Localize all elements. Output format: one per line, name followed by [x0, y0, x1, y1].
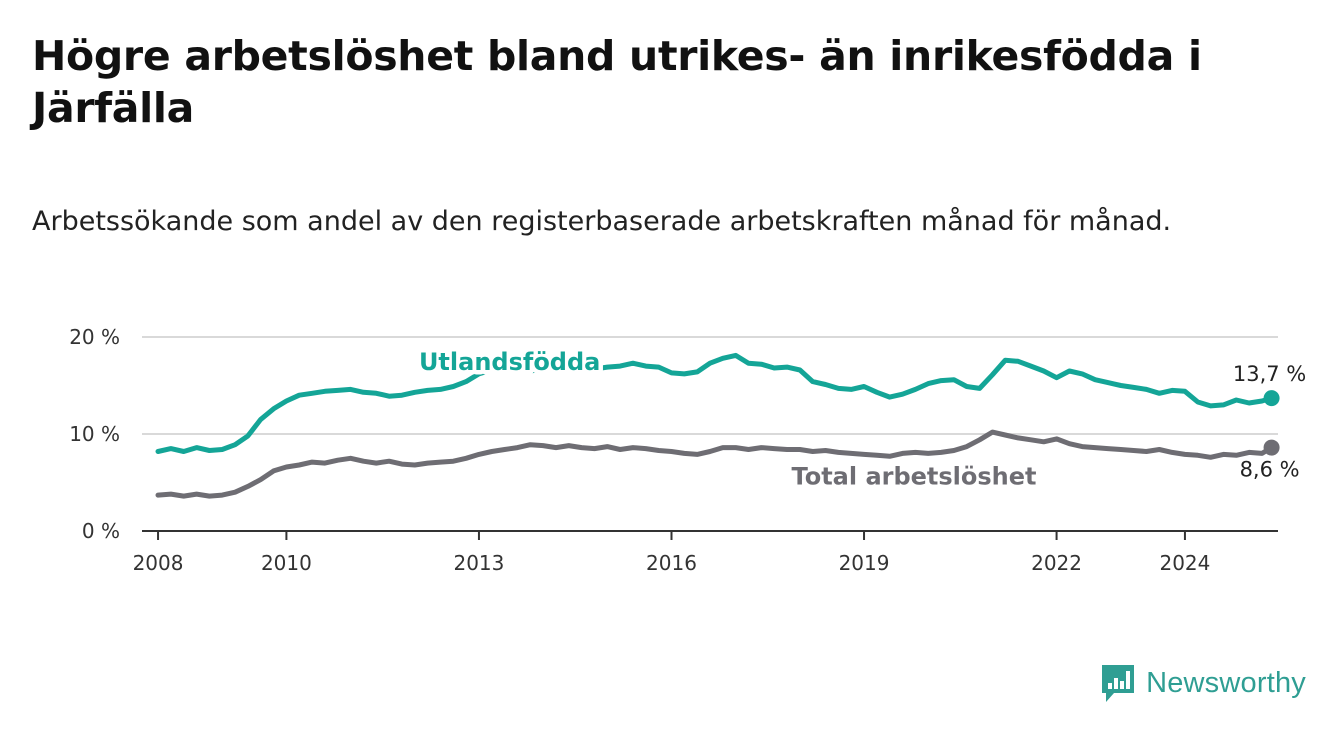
- x-tick-label: 2010: [261, 551, 312, 575]
- x-tick-label: 2024: [1159, 551, 1210, 575]
- series-line-total: [155, 429, 1275, 499]
- x-tick-label: 2022: [1031, 551, 1082, 575]
- label-layer: 13,7 %8,6 %UtlandsföddaUtlandsföddaTotal…: [414, 343, 1306, 495]
- x-tick-label: 2019: [839, 551, 890, 575]
- series-label-halo: Utlandsfödda: [419, 348, 600, 376]
- end-point-foreign-born: [1263, 390, 1280, 407]
- end-value-label-total: 8,6 %: [1240, 458, 1300, 482]
- series-line-foreign-born: [155, 352, 1275, 454]
- newsworthy-brand[interactable]: Newsworthy: [1100, 662, 1306, 704]
- series-label-total: Total arbetslöshet: [792, 462, 1037, 490]
- chart-title: Högre arbetslöshet bland utrikes- än inr…: [32, 32, 1202, 132]
- line-chart: 0 %10 %20 %2008 2010 2013 2016 2019 2022 2024 …: [69, 325, 1306, 575]
- chart-subtitle: Arbetssökande som andel av den registerb…: [32, 206, 1172, 237]
- y-tick-label: 10 %: [69, 422, 120, 446]
- series-label-foreign-born: Utlandsfödda: [419, 348, 600, 376]
- series-layer: [155, 352, 1280, 499]
- x-tick-label: 2008: [133, 551, 184, 575]
- end-point-total: [1263, 439, 1280, 456]
- end-value-label-foreign-born: 13,7 %: [1233, 362, 1306, 386]
- series-label-halo: Total arbetslöshet: [792, 462, 1037, 490]
- axis-layer: 0 % 10 % 20 % 2008 2010 2013 2016 2019 2022 2024: [69, 325, 1278, 575]
- newsworthy-logo-icon: [1102, 665, 1135, 702]
- grid-layer: [142, 336, 1278, 435]
- brand-name: Newsworthy: [1146, 666, 1306, 699]
- x-tick-label: 2013: [453, 551, 504, 575]
- y-tick-label: 20 %: [69, 325, 120, 349]
- x-tick-label: 2016: [646, 551, 697, 575]
- y-tick-label: 0 %: [82, 519, 120, 543]
